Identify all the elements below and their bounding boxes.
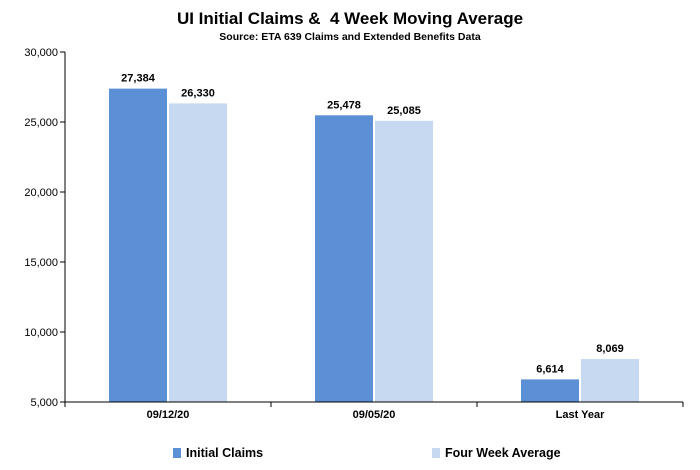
y-tick-label: 25,000 [24, 117, 58, 129]
chart-subtitle: Source: ETA 639 Claims and Extended Bene… [219, 31, 481, 43]
y-tick-label: 5,000 [30, 397, 58, 409]
bar-four-week-average [375, 120, 433, 402]
legend-swatch-four-week-average [432, 448, 440, 458]
bar-four-week-average [169, 103, 227, 402]
chart-legend: Initial Claims Four Week Average [0, 446, 700, 462]
data-label: 27,384 [121, 73, 156, 85]
chart-title: UI Initial Claims & 4 Week Moving Averag… [176, 9, 524, 28]
data-label: 26,330 [181, 87, 215, 99]
data-label: 6,614 [536, 363, 564, 375]
x-tick-label: 09/12/20 [147, 409, 190, 421]
x-tick-label: Last Year [556, 409, 605, 421]
legend-item-initial-claims: Initial Claims [173, 446, 263, 460]
data-label: 8,069 [596, 343, 624, 355]
legend-label-initial-claims: Initial Claims [186, 446, 264, 460]
legend-item-four-week-average: Four Week Average [432, 446, 561, 460]
y-tick-label: 30,000 [24, 47, 58, 59]
bar-initial-claims [315, 115, 373, 403]
y-tick-label: 10,000 [24, 327, 58, 339]
legend-label-four-week-average: Four Week Average [445, 446, 561, 460]
data-label: 25,085 [387, 105, 421, 117]
y-tick-label: 15,000 [24, 257, 58, 269]
bar-four-week-average [581, 359, 639, 402]
y-tick-label: 20,000 [24, 187, 58, 199]
data-label: 25,478 [327, 99, 361, 111]
bar-initial-claims [109, 88, 167, 403]
bar-initial-claims [521, 379, 579, 402]
x-tick-label: 09/05/20 [353, 409, 396, 421]
legend-swatch-initial-claims [173, 448, 181, 458]
